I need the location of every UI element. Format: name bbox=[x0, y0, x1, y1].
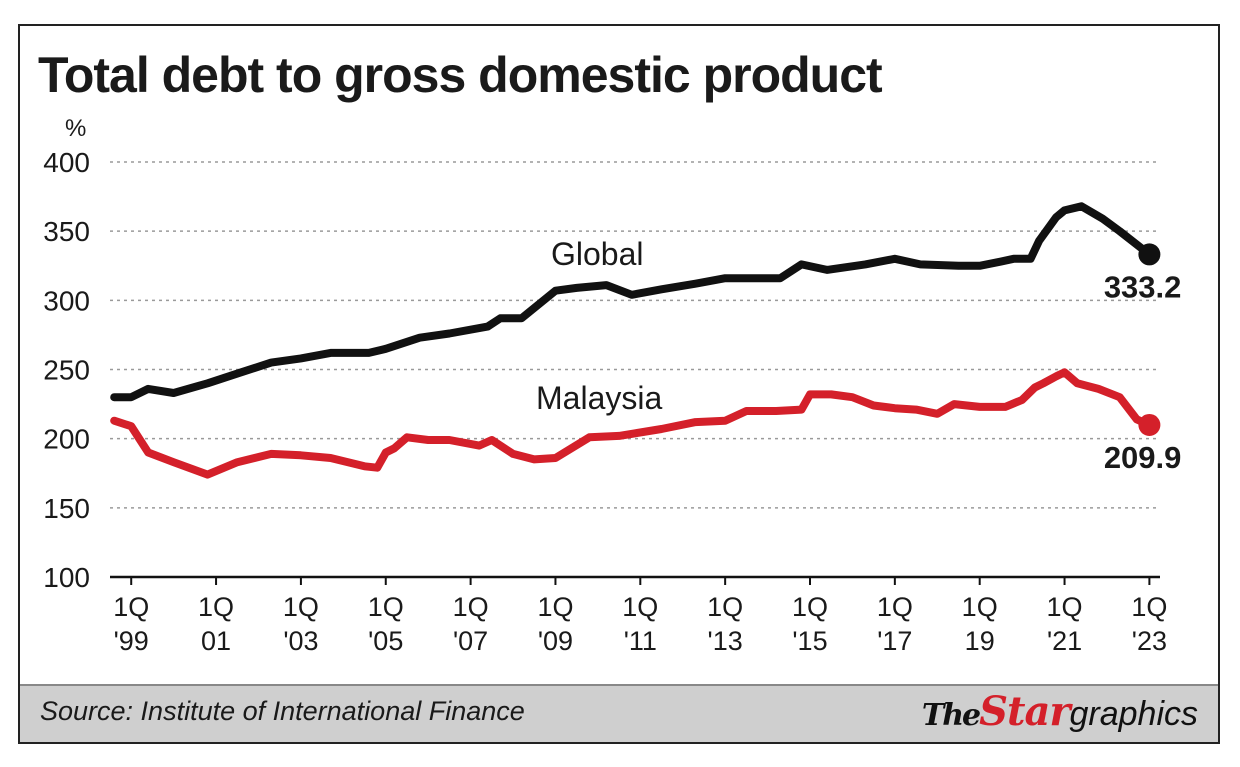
logo-star: Star bbox=[979, 688, 1070, 735]
x-tick-label-quarter: 1Q bbox=[537, 592, 573, 622]
logo-graphics: graphics bbox=[1069, 695, 1198, 733]
x-tick-label-year: '21 bbox=[1047, 626, 1082, 656]
x-tick-label-quarter: 1Q bbox=[198, 592, 234, 622]
x-tick-label-year: '05 bbox=[368, 626, 403, 656]
y-tick-label-150: 150 bbox=[43, 493, 90, 524]
x-axis: 1Q '99 1Q 01 1Q '03 1Q '05 1Q '07 1Q '09 1Q '11 1Q '13 1… bbox=[113, 577, 1167, 656]
x-tick-label-year: 01 bbox=[201, 626, 231, 656]
y-tick-label-100: 100 bbox=[43, 562, 90, 593]
logo-the: The bbox=[921, 698, 981, 733]
x-tick-label-year: '15 bbox=[792, 626, 827, 656]
x-tick-label-year: '11 bbox=[624, 626, 657, 656]
x-tick-label-quarter: 1Q bbox=[622, 592, 658, 622]
chart-frame: Total debt to gross domestic product 400… bbox=[18, 24, 1220, 744]
x-tick-label-quarter: 1Q bbox=[707, 592, 743, 622]
x-tick-label-year: '13 bbox=[708, 626, 743, 656]
x-tick-label-year: 19 bbox=[965, 626, 995, 656]
series-line-global bbox=[110, 202, 1154, 402]
chart-title: Total debt to gross domestic product bbox=[38, 47, 883, 103]
x-tick-label-year: '23 bbox=[1132, 626, 1167, 656]
series-line-malaysia bbox=[110, 368, 1154, 479]
x-tick-label-quarter: 1Q bbox=[113, 592, 149, 622]
x-tick-label-quarter: 1Q bbox=[283, 592, 319, 622]
x-tick-label-quarter: 1Q bbox=[368, 592, 404, 622]
x-tick-label-year: '99 bbox=[114, 626, 149, 656]
x-tick-label-quarter: 1Q bbox=[962, 592, 998, 622]
x-tick-label-quarter: 1Q bbox=[1131, 592, 1167, 622]
the-star-graphics-logo: TheStargraphics bbox=[922, 688, 1198, 738]
y-axis-unit-label: % bbox=[65, 115, 86, 142]
series-end-marker-malaysia bbox=[1138, 413, 1161, 436]
grid bbox=[110, 161, 1160, 579]
y-tick-label-200: 200 bbox=[43, 424, 90, 455]
series-end-label-global: 333.2 bbox=[1104, 269, 1182, 304]
y-axis: 400 350 300 250 200 150 100 bbox=[43, 147, 90, 593]
x-tick-label-year: '03 bbox=[283, 626, 318, 656]
x-tick-label-year: '09 bbox=[538, 626, 573, 656]
x-tick-label-quarter: 1Q bbox=[453, 592, 489, 622]
y-tick-label-250: 250 bbox=[43, 355, 90, 386]
x-tick-label-year: '17 bbox=[877, 626, 912, 656]
series-label-malaysia: Malaysia bbox=[536, 380, 662, 416]
y-tick-label-300: 300 bbox=[43, 285, 90, 316]
x-tick-label-quarter: 1Q bbox=[792, 592, 828, 622]
y-tick-label-350: 350 bbox=[43, 216, 90, 247]
series: 333.2 209.9 bbox=[110, 202, 1182, 479]
x-tick-label-quarter: 1Q bbox=[877, 592, 913, 622]
y-tick-label-400: 400 bbox=[43, 147, 90, 178]
series-end-marker-global bbox=[1138, 243, 1161, 266]
footer: Source: Institute of International Finan… bbox=[20, 684, 1218, 742]
x-tick-label-quarter: 1Q bbox=[1047, 592, 1083, 622]
series-label-global: Global bbox=[551, 236, 644, 272]
x-tick-label-year: '07 bbox=[453, 626, 488, 656]
source-text: Source: Institute of International Finan… bbox=[40, 696, 525, 726]
series-end-label-malaysia: 209.9 bbox=[1104, 440, 1182, 475]
